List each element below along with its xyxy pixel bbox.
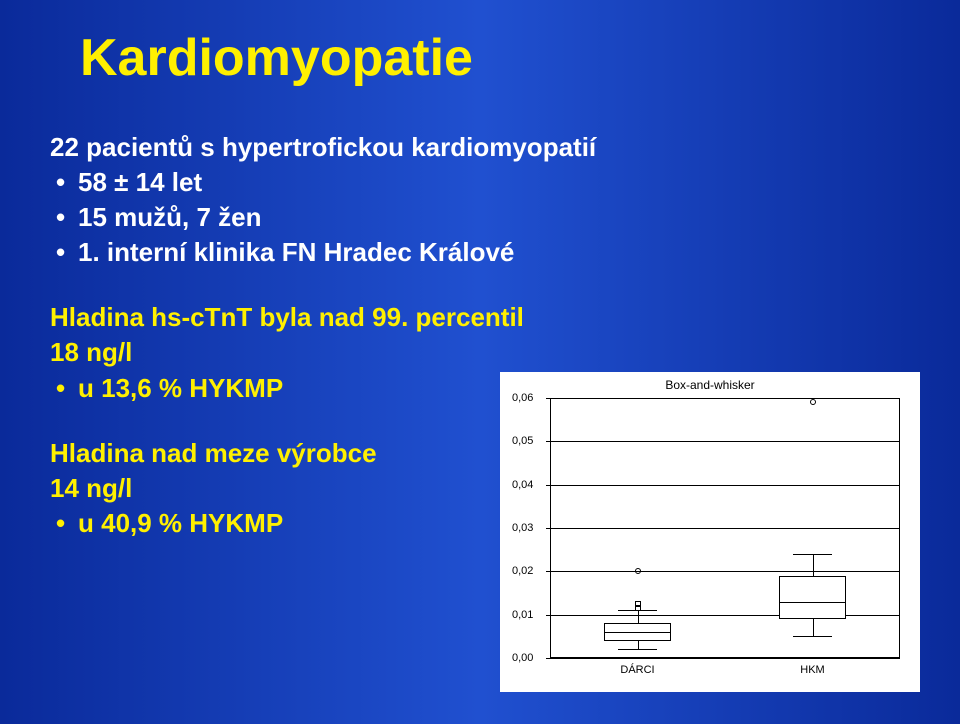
page-title: Kardiomyopatie: [80, 28, 473, 88]
section1-sub: 18 ng/l: [50, 335, 910, 370]
plot-area: 0,000,010,020,030,040,050,06DÁRCIHKM: [550, 398, 900, 658]
ytick-label: 0,03: [512, 522, 533, 534]
whisker-cap-high: [793, 554, 833, 555]
outlier-square: [635, 601, 641, 607]
ytick-label: 0,02: [512, 565, 533, 577]
gridline: [550, 398, 900, 399]
outlier-circle: [635, 568, 641, 574]
ytick-mark: [546, 398, 550, 399]
bullet-gender: 15 mužů, 7 žen: [50, 200, 910, 235]
ytick-mark: [546, 441, 550, 442]
gridline: [550, 658, 900, 659]
whisker-cap-low: [793, 636, 833, 637]
chart-title: Box-and-whisker: [500, 378, 920, 392]
median-line: [779, 602, 846, 603]
bullet-age: 58 ± 14 let: [50, 165, 910, 200]
ytick-mark: [546, 528, 550, 529]
whisker-cap-low: [618, 649, 658, 650]
ytick-mark: [546, 485, 550, 486]
boxplot-chart: Box-and-whisker 0,000,010,020,030,040,05…: [500, 372, 920, 692]
gridline: [550, 441, 900, 442]
section1-heading: Hladina hs-cTnT byla nad 99. percentil: [50, 300, 910, 335]
outlier-circle: [810, 399, 816, 405]
gridline: [550, 615, 900, 616]
ytick-label: 0,00: [512, 652, 533, 664]
ytick-label: 0,06: [512, 392, 533, 404]
median-line: [604, 632, 671, 633]
box: [779, 576, 846, 619]
ytick-label: 0,01: [512, 609, 533, 621]
ytick-mark: [546, 571, 550, 572]
ytick-mark: [546, 658, 550, 659]
ytick-mark: [546, 615, 550, 616]
gridline: [550, 485, 900, 486]
gridline: [550, 571, 900, 572]
xtick-label: DÁRCI: [620, 664, 654, 676]
gridline: [550, 528, 900, 529]
ytick-label: 0,04: [512, 479, 533, 491]
bullet-clinic: 1. interní klinika FN Hradec Králové: [50, 235, 910, 270]
xtick-label: HKM: [800, 664, 824, 676]
subtitle: 22 pacientů s hypertrofickou kardiomyopa…: [50, 130, 910, 165]
ytick-label: 0,05: [512, 435, 533, 447]
